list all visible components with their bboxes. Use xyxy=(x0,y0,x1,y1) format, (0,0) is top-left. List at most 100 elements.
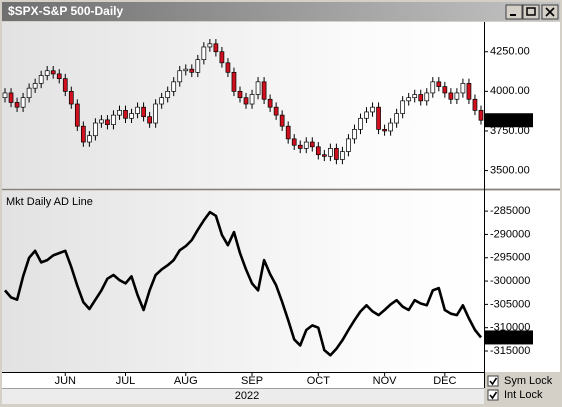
candle-body xyxy=(105,119,110,125)
candle-body xyxy=(8,92,14,103)
candle-body xyxy=(328,148,333,157)
candle-body xyxy=(129,113,134,119)
candle-body xyxy=(2,92,8,99)
year-axis xyxy=(2,388,484,404)
candle-body xyxy=(159,97,165,105)
candle-body xyxy=(62,78,68,92)
last-value-label: 3817.66 xyxy=(488,115,528,127)
x-year-label: 2022 xyxy=(235,390,259,402)
candle-body xyxy=(20,97,26,108)
candle-body xyxy=(68,90,74,105)
y-tick-label: 3500.00 xyxy=(490,164,530,176)
candle-body xyxy=(460,83,466,94)
candle-body xyxy=(207,43,213,48)
y-tick-label: 3750.00 xyxy=(490,125,530,137)
candle-body xyxy=(478,110,484,121)
candle-body xyxy=(111,114,116,125)
candle-body xyxy=(38,75,44,84)
close-icon xyxy=(545,7,555,17)
candle-body xyxy=(297,144,303,149)
ad-pane xyxy=(2,191,484,372)
candle-body xyxy=(382,129,387,132)
checkbox-label[interactable]: Sym Lock xyxy=(504,375,553,387)
maximize-button[interactable] xyxy=(522,4,540,20)
candle-body xyxy=(279,114,285,127)
candle-body xyxy=(243,97,249,105)
candle-body xyxy=(291,138,297,146)
pane-title: Mkt Daily AD Line xyxy=(6,196,93,208)
candle-body xyxy=(195,59,201,73)
price-axis xyxy=(484,22,560,188)
y-tick-label: 4000.00 xyxy=(490,85,530,97)
y-tick-label: -295000 xyxy=(490,252,530,264)
candle-body xyxy=(74,103,80,127)
candle-body xyxy=(141,106,146,118)
candle-body xyxy=(14,102,20,108)
candle-body xyxy=(50,70,56,75)
candle-body xyxy=(309,141,315,148)
candle-body xyxy=(213,43,219,53)
candle-body xyxy=(334,148,339,160)
candle-body xyxy=(406,97,412,102)
candle-body xyxy=(448,92,454,100)
candle-body xyxy=(273,106,279,116)
candle-body xyxy=(225,62,231,73)
checkmark xyxy=(489,391,498,400)
candle-body xyxy=(93,122,98,137)
candle-body xyxy=(472,98,478,111)
candle-body xyxy=(364,111,369,119)
candle-body xyxy=(147,116,152,124)
candle-body xyxy=(358,117,363,130)
x-tick-label: DEC xyxy=(433,375,456,387)
y-tick-label: 4250.00 xyxy=(490,46,530,58)
y-tick-label: -300000 xyxy=(490,275,530,287)
candle-body xyxy=(123,110,128,119)
title-bar xyxy=(2,2,560,21)
candle-body xyxy=(189,68,195,73)
candle-body xyxy=(418,94,424,102)
checkbox[interactable] xyxy=(487,389,499,401)
x-tick-label: SEP xyxy=(241,375,263,387)
candle-body xyxy=(430,81,436,94)
last-value-box xyxy=(485,330,533,345)
price-pane xyxy=(2,22,484,188)
candle-body xyxy=(424,92,430,102)
candle-body xyxy=(237,90,243,99)
checkbox[interactable] xyxy=(487,375,499,387)
minimize-button[interactable] xyxy=(505,4,523,20)
candle-body xyxy=(135,106,140,114)
candle-body xyxy=(32,83,38,89)
candle-body xyxy=(261,81,267,100)
x-tick-label: JUL xyxy=(116,375,136,387)
candle-body xyxy=(412,94,418,99)
candle-body xyxy=(249,94,255,105)
candle-body xyxy=(99,119,104,124)
candle-body xyxy=(352,129,357,140)
candle-body xyxy=(171,81,177,92)
candle-body xyxy=(183,68,189,72)
window-buttons[interactable] xyxy=(505,4,559,20)
last-value-label: -312088 xyxy=(488,332,528,344)
candle-body xyxy=(80,125,86,143)
candle-body xyxy=(454,92,460,100)
candle-body xyxy=(394,113,399,124)
maximize-icon xyxy=(526,7,536,16)
candle-body xyxy=(340,151,345,160)
window-title: $SPX-S&P 500-Daily xyxy=(8,4,123,18)
candle-body xyxy=(267,98,273,108)
candle-body xyxy=(219,51,225,64)
candle-body xyxy=(153,103,158,124)
candle-body xyxy=(165,90,171,99)
x-axis xyxy=(2,372,484,388)
candle-body xyxy=(117,110,122,116)
candle-body xyxy=(26,87,32,99)
candle-body xyxy=(231,71,237,92)
candle-body xyxy=(87,135,92,143)
checkmark xyxy=(489,377,498,386)
candle-body xyxy=(56,73,62,80)
checkbox-label[interactable]: Int Lock xyxy=(504,389,543,401)
candle-body xyxy=(370,106,375,113)
candle-body xyxy=(44,70,50,76)
ad-line xyxy=(4,210,483,357)
candle-body xyxy=(400,100,406,114)
